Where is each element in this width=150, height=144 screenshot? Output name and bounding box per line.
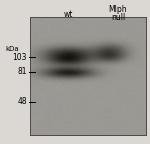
Text: 48: 48: [17, 97, 27, 107]
Text: Mlph: Mlph: [109, 5, 127, 14]
Text: null: null: [111, 13, 125, 22]
Text: kDa: kDa: [5, 46, 19, 52]
Text: wt: wt: [63, 10, 73, 19]
Text: 103: 103: [12, 53, 27, 61]
Text: 81: 81: [18, 68, 27, 76]
